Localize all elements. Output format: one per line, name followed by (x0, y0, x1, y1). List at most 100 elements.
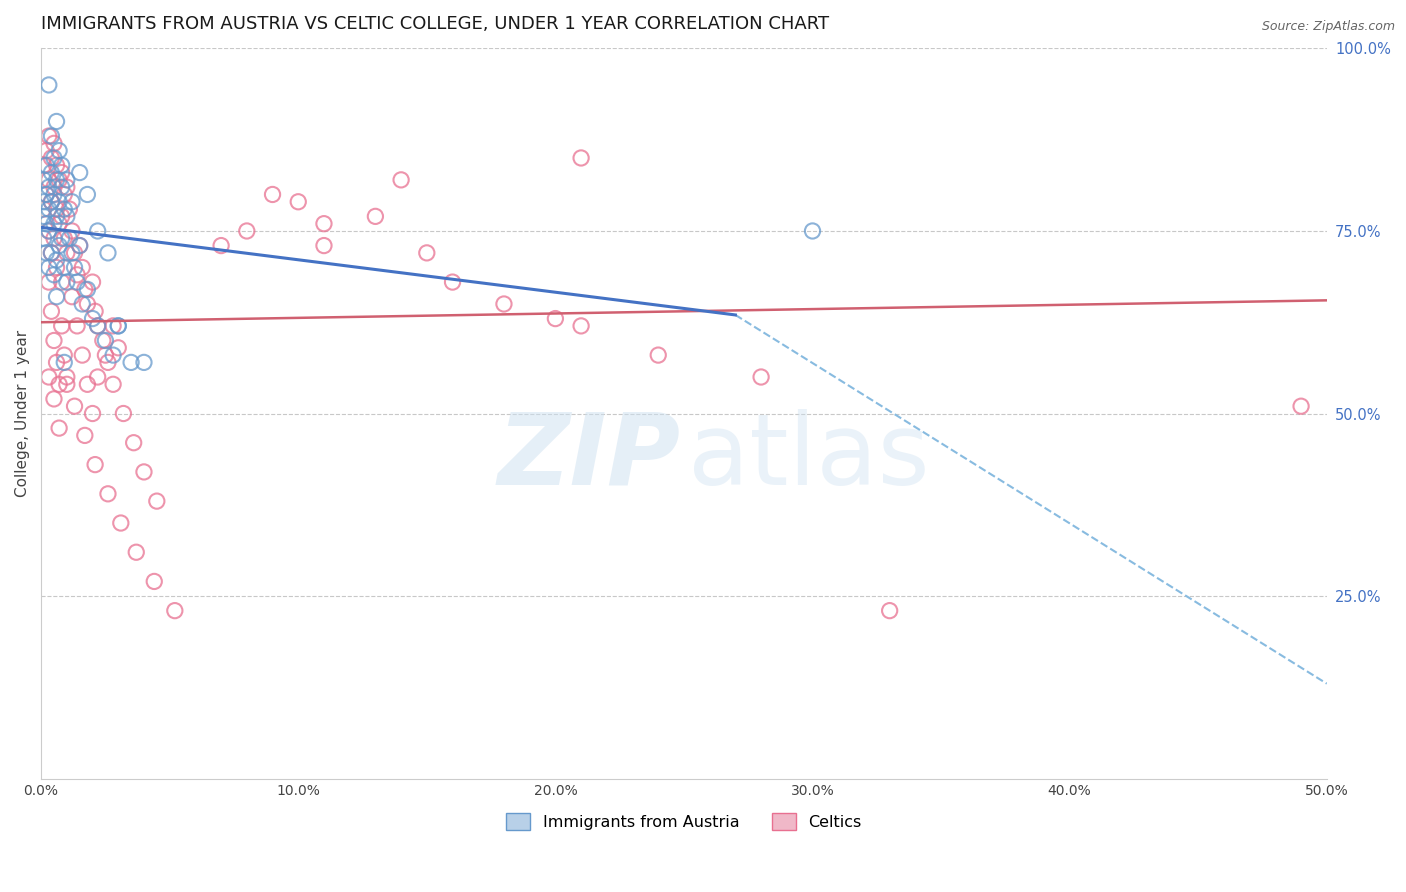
Point (45, 260, 67, 275)
Point (58, 202, 80, 216)
Point (1289, 399, 1312, 413)
Point (51, 210, 73, 224)
Point (56, 180, 79, 194)
Point (132, 355, 155, 369)
Point (56, 275, 79, 289)
Point (84, 304, 107, 318)
Point (32, 194, 55, 209)
Point (56, 173, 79, 187)
Point (76, 377, 98, 392)
Point (45, 158, 67, 172)
Point (82, 311, 104, 326)
Point (35, 217, 58, 231)
Point (72, 348, 94, 362)
Point (63, 260, 86, 275)
Point (364, 210, 387, 224)
Point (262, 187, 284, 202)
Text: atlas: atlas (688, 409, 929, 506)
Point (879, 604, 901, 618)
Point (94, 348, 117, 362)
Point (76, 187, 98, 202)
Point (287, 194, 309, 209)
Point (51, 318, 73, 333)
Point (110, 516, 132, 530)
Point (101, 348, 124, 362)
Point (441, 275, 464, 289)
Point (209, 238, 232, 252)
Point (97, 487, 120, 501)
Point (48, 144, 70, 158)
Point (35, 144, 58, 158)
Point (38, 180, 60, 194)
Point (53, 231, 76, 245)
Point (63, 245, 86, 260)
Point (72, 260, 94, 275)
Point (112, 407, 135, 421)
Point (41, 245, 63, 260)
Point (38, 173, 60, 187)
Point (45, 114, 67, 128)
Point (73, 428, 96, 442)
Point (48, 238, 70, 252)
Point (94, 334, 117, 348)
Point (51, 158, 73, 172)
Point (51, 165, 73, 179)
Point (86, 318, 108, 333)
Point (236, 224, 259, 238)
Point (86, 318, 108, 333)
Point (42, 187, 65, 202)
Point (569, 318, 592, 333)
Point (107, 341, 129, 355)
Point (66, 268, 89, 282)
Point (82, 275, 104, 289)
Point (42, 231, 65, 245)
Point (56, 377, 79, 392)
Point (38, 224, 60, 238)
Point (42, 151, 65, 165)
Point (76, 282, 98, 296)
Point (143, 574, 166, 589)
Point (41, 151, 63, 165)
Point (63, 399, 86, 413)
Point (801, 224, 824, 238)
Point (60, 245, 83, 260)
Point (60, 224, 83, 238)
Point (492, 297, 515, 311)
Point (41, 194, 63, 209)
Point (38, 260, 60, 275)
Point (163, 604, 186, 618)
Point (58, 231, 80, 245)
Point (69, 238, 91, 252)
Point (51, 231, 73, 245)
Point (120, 355, 142, 369)
Point (42, 217, 65, 231)
Point (38, 78, 60, 92)
Point (48, 377, 70, 392)
Point (48, 194, 70, 209)
Point (45, 253, 67, 268)
Point (60, 290, 83, 304)
Point (60, 194, 83, 209)
Point (569, 151, 592, 165)
Point (45, 210, 67, 224)
Point (132, 465, 155, 479)
Point (544, 311, 567, 326)
Point (41, 165, 63, 179)
Point (42, 180, 65, 194)
Point (32, 173, 55, 187)
Point (56, 245, 79, 260)
Point (107, 318, 129, 333)
Text: Source: ZipAtlas.com: Source: ZipAtlas.com (1261, 20, 1395, 33)
Point (32, 231, 55, 245)
Point (76, 297, 98, 311)
Point (45, 290, 67, 304)
Point (101, 377, 124, 392)
Point (45, 355, 67, 369)
Point (647, 348, 669, 362)
Point (41, 194, 63, 209)
Point (56, 210, 79, 224)
Text: ZIP: ZIP (498, 409, 681, 506)
Point (69, 165, 91, 179)
Point (66, 275, 89, 289)
Point (51, 275, 73, 289)
